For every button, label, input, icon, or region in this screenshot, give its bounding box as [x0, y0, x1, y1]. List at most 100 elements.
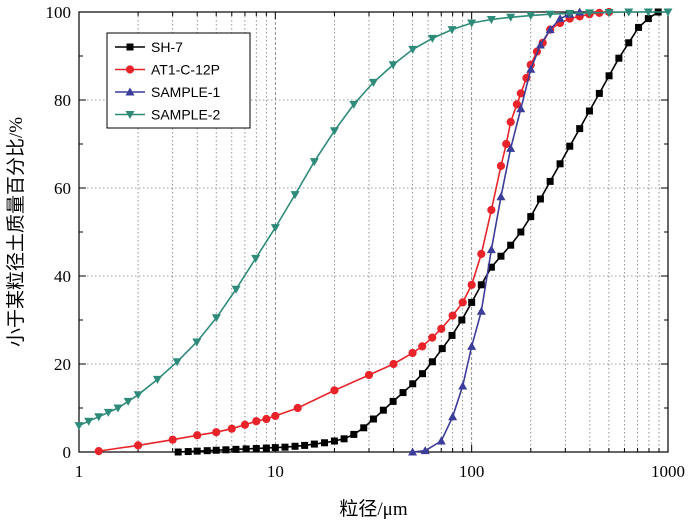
data-point: [251, 254, 261, 263]
data-point: [663, 8, 673, 17]
data-point: [125, 111, 135, 119]
data-point: [448, 331, 456, 339]
data-point: [487, 263, 495, 271]
data-point: [134, 441, 143, 450]
data-point: [545, 25, 555, 34]
data-point: [231, 285, 241, 294]
data-point: [496, 161, 506, 171]
series-sample-1: [408, 7, 585, 456]
data-point: [240, 420, 250, 429]
y-axis-label: 小于某粒径土质量百分比/%: [5, 117, 27, 347]
data-point: [436, 436, 446, 445]
legend-label: SAMPLE-2: [151, 107, 220, 123]
data-point: [565, 9, 575, 18]
data-point: [408, 348, 417, 358]
data-point: [408, 45, 418, 54]
data-point: [506, 13, 516, 22]
data-point: [350, 430, 358, 438]
y-tick-label: 80: [54, 91, 71, 110]
data-point: [486, 245, 496, 254]
data-point: [271, 411, 280, 421]
data-point: [448, 311, 457, 320]
series-line: [412, 11, 580, 453]
data-point: [526, 64, 536, 73]
data-point: [467, 19, 477, 28]
data-point: [507, 241, 515, 249]
data-point: [458, 381, 468, 390]
data-point: [643, 8, 653, 17]
data-point: [605, 72, 613, 80]
data-point: [477, 281, 485, 289]
data-point: [203, 447, 211, 455]
y-tick-label: 0: [63, 443, 72, 462]
data-point: [409, 380, 417, 388]
data-point: [624, 8, 634, 17]
data-point: [585, 107, 593, 115]
data-point: [174, 448, 182, 456]
data-point: [448, 412, 458, 421]
data-point: [329, 127, 339, 136]
x-tick-label: 1000: [651, 462, 685, 481]
data-point: [227, 424, 236, 433]
y-tick-label: 100: [46, 3, 72, 22]
data-point: [340, 435, 348, 443]
series-at1-c-12p: [94, 7, 614, 456]
data-point: [360, 424, 368, 432]
data-point: [172, 358, 182, 367]
data-point: [270, 224, 280, 233]
data-point: [644, 15, 652, 23]
data-point: [438, 345, 446, 353]
data-point: [309, 158, 319, 167]
data-point: [458, 316, 466, 324]
tick-labels: 1 10 100 1000 0 20 40 60 80 100: [46, 3, 686, 481]
data-point: [232, 445, 240, 453]
data-point: [506, 143, 516, 152]
data-point: [126, 43, 134, 51]
data-point: [330, 437, 338, 445]
data-point: [536, 195, 544, 203]
data-point: [502, 139, 511, 149]
data-point: [193, 431, 202, 440]
data-point: [271, 444, 279, 452]
data-point: [252, 444, 260, 452]
data-point: [420, 446, 430, 455]
data-point: [545, 10, 555, 19]
data-point: [546, 177, 554, 185]
data-point: [84, 417, 94, 426]
data-point: [437, 324, 446, 333]
data-point: [293, 403, 302, 413]
data-point: [604, 8, 614, 17]
data-point: [281, 443, 289, 451]
data-point: [428, 358, 436, 366]
y-tick-label: 60: [54, 179, 71, 198]
data-point: [330, 386, 339, 395]
data-point: [458, 298, 467, 307]
data-point: [556, 160, 564, 168]
data-point: [476, 306, 486, 315]
legend-label: AT1-C-12P: [151, 62, 220, 78]
data-point: [252, 417, 261, 426]
data-point: [389, 359, 398, 369]
data-point: [576, 125, 584, 133]
grid-lines: [79, 12, 668, 452]
series-line: [78, 11, 668, 427]
series-sh-7: [174, 8, 662, 456]
data-point: [364, 370, 374, 380]
data-point: [447, 26, 457, 35]
data-point: [506, 117, 515, 127]
data-point: [526, 12, 536, 21]
data-point: [487, 205, 496, 215]
data-point: [320, 439, 328, 447]
data-point: [389, 397, 397, 405]
data-point: [408, 447, 418, 456]
data-point: [625, 39, 633, 47]
data-point: [566, 142, 574, 150]
data-point: [212, 446, 220, 454]
data-point: [222, 446, 230, 454]
data-point: [310, 440, 318, 448]
data-point: [133, 391, 143, 400]
data-point: [555, 14, 565, 23]
data-point: [192, 338, 202, 347]
data-point: [615, 54, 623, 62]
